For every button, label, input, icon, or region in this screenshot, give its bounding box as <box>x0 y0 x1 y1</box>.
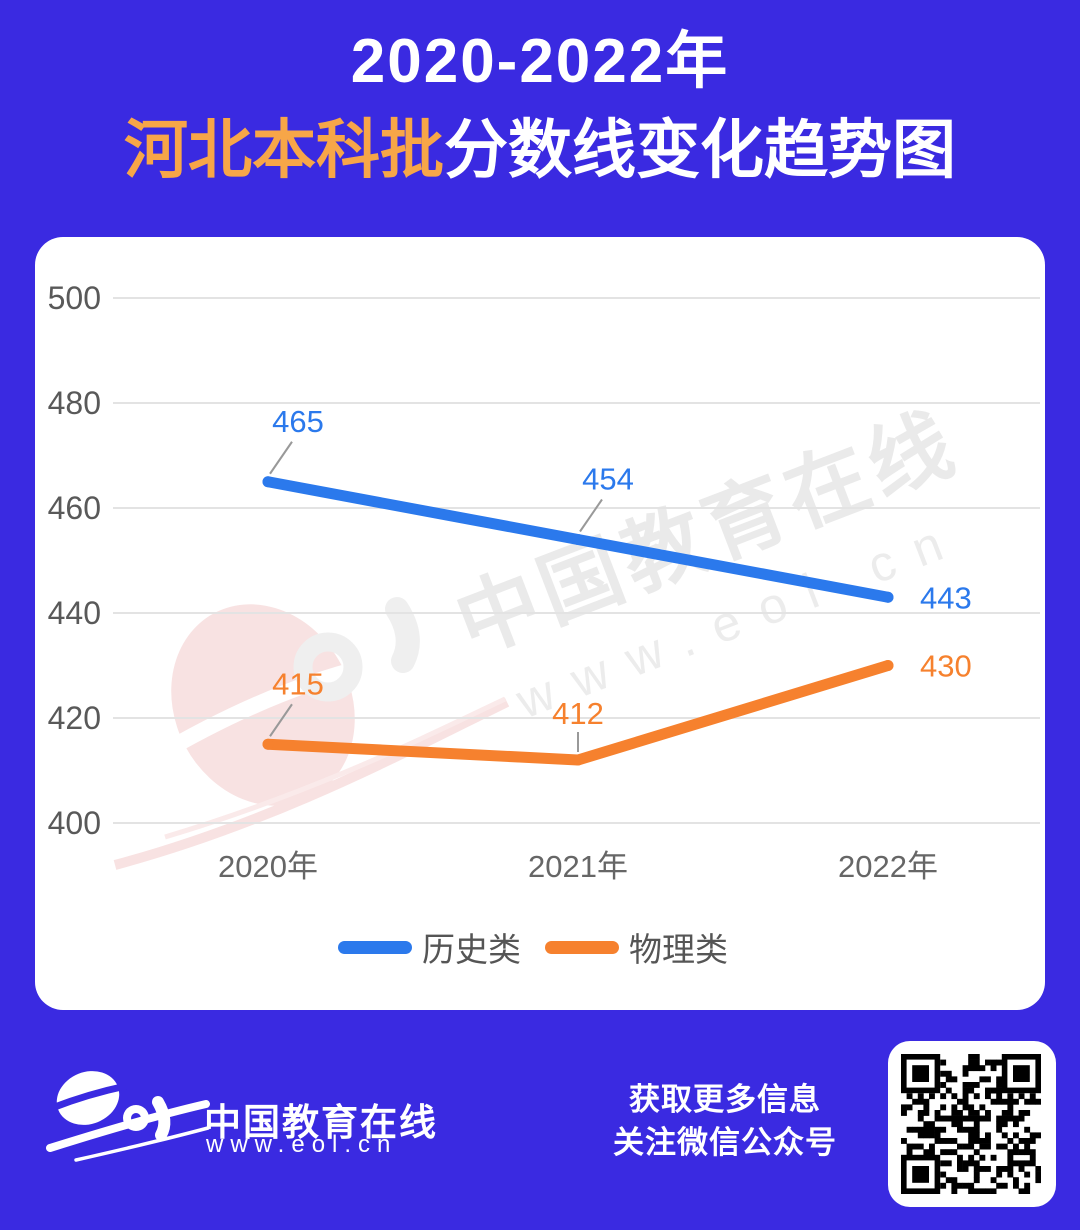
svg-text:2020年: 2020年 <box>218 849 318 884</box>
svg-text:2021年: 2021年 <box>528 849 628 884</box>
plot-area: 500 480 460 440 420 400 2020年 2021年 2022年 465 454 4… <box>48 280 1040 884</box>
title-highlight: 河北本科批 <box>124 114 444 186</box>
svg-text:460: 460 <box>48 490 101 526</box>
footer-brand-url: www.eol.cn <box>206 1131 398 1158</box>
legend-swatch <box>545 940 619 954</box>
eol-logo <box>46 1071 210 1162</box>
legend-label: 物理类 <box>629 931 728 968</box>
svg-text:400: 400 <box>48 805 101 841</box>
legend-label: 历史类 <box>422 931 521 968</box>
svg-text:415: 415 <box>272 666 324 701</box>
title-years: 2020-2022年 <box>350 27 730 96</box>
title-rest: 分数线变化趋势图 <box>444 114 956 186</box>
trend-line-chart: 中国教育在线 www.eol.cn 5004804604404204002020… <box>48 280 1040 884</box>
footer-brand-name: 中国教育在线 <box>204 1102 438 1143</box>
legend-swatch <box>338 940 412 954</box>
svg-text:443: 443 <box>920 580 972 615</box>
footer-info: 获取更多信息 关注微信公众号 <box>585 1078 865 1164</box>
svg-text:440: 440 <box>48 595 101 631</box>
qr-code <box>888 1041 1056 1207</box>
chart-card: 中国教育在线 www.eol.cn 500 480 460 440 420 400 2020… <box>35 237 1045 1010</box>
title-main: 河北本科批分数线变化趋势图 <box>0 112 1080 188</box>
svg-text:465: 465 <box>272 404 324 439</box>
chart-legend: 历史类 物理类 <box>35 925 1045 969</box>
qr-code-pattern <box>901 1054 1041 1194</box>
svg-text:480: 480 <box>48 385 101 421</box>
poster-header: 2020-2022年 河北本科批分数线变化趋势图 <box>0 0 1080 188</box>
svg-text:454: 454 <box>582 462 634 497</box>
footer-info-line2: 关注微信公众号 <box>613 1125 837 1160</box>
svg-text:420: 420 <box>48 700 101 736</box>
svg-text:500: 500 <box>48 280 101 316</box>
svg-text:430: 430 <box>920 649 972 684</box>
footer-info-line1: 获取更多信息 <box>629 1082 821 1117</box>
eol-logo-watermark <box>113 597 510 870</box>
svg-text:412: 412 <box>552 696 604 731</box>
svg-text:2022年: 2022年 <box>838 849 938 884</box>
